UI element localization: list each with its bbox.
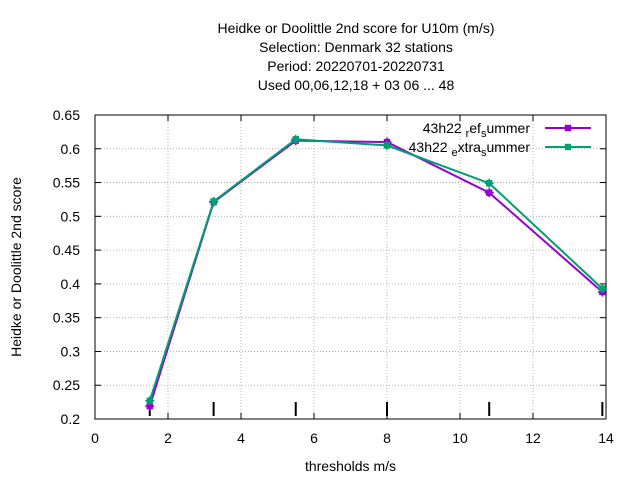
x-tick-label: 4 xyxy=(237,430,245,446)
legend-label-part: s xyxy=(481,147,487,159)
legend-label-part: ef xyxy=(469,120,481,136)
y-tick-label: 0.55 xyxy=(53,175,80,191)
series-line xyxy=(148,138,604,402)
x-tick-label: 10 xyxy=(452,430,468,446)
x-tick-label: 0 xyxy=(91,430,99,446)
legend-marker xyxy=(564,143,572,151)
y-tick-label: 0.6 xyxy=(61,141,81,157)
series-43h22_extra_summer xyxy=(145,134,607,406)
legend-label-part: ummer xyxy=(486,120,530,136)
x-tick-label: 6 xyxy=(310,430,318,446)
series-group xyxy=(145,134,607,411)
y-tick-label: 0.65 xyxy=(53,107,80,123)
chart-title: Heidke or Doolittle 2nd score for U10m (… xyxy=(218,20,495,93)
y-tick-label: 0.5 xyxy=(61,208,81,224)
axis-ticks: 0 2 4 6 8 10 12 14 0.2 0.25 0.3 0.35 0.4 0.45 0.5 0.55 0… xyxy=(53,107,614,446)
grid-lines xyxy=(95,115,606,419)
legend-label-part: xtra xyxy=(458,139,482,155)
y-tick-label: 0.4 xyxy=(61,276,81,292)
series-43h22_ref_summer xyxy=(145,136,607,411)
legend-label: 43h22 extrasummer xyxy=(409,139,531,159)
y-tick-label: 0.35 xyxy=(53,310,80,326)
x-tick-label: 14 xyxy=(598,430,614,446)
y-tick-label: 0.25 xyxy=(53,377,80,393)
title-line: Selection: Denmark 32 stations xyxy=(259,39,453,55)
y-tick-label: 0.2 xyxy=(61,411,81,427)
y-axis-label: Heidke or Doolittle 2nd score xyxy=(8,177,24,357)
title-line: Heidke or Doolittle 2nd score for U10m (… xyxy=(218,20,495,36)
legend-label: 43h22 refsummer xyxy=(423,120,531,140)
title-line: Used 00,06,12,18 + 03 06 ... 48 xyxy=(258,77,455,93)
legend-label-part: 43h22 xyxy=(423,120,466,136)
series-line xyxy=(148,139,604,407)
legend-label-part: r xyxy=(466,128,470,140)
legend-item: 43h22 extrasummer xyxy=(409,139,591,159)
threshold-markers xyxy=(148,402,604,416)
legend-label-part: 43h22 xyxy=(409,139,452,155)
legend-label-part: s xyxy=(481,128,487,140)
x-tick-label: 2 xyxy=(164,430,172,446)
legend-label-part: e xyxy=(451,147,457,159)
legend-label-part: ummer xyxy=(486,139,530,155)
title-line: Period: 20220701-20220731 xyxy=(267,58,445,74)
y-tick-label: 0.45 xyxy=(53,242,80,258)
legend-marker xyxy=(564,124,572,132)
legend-item: 43h22 refsummer xyxy=(423,120,591,140)
plot-frame xyxy=(94,114,607,420)
x-tick-label: 8 xyxy=(383,430,391,446)
x-axis-label: thresholds m/s xyxy=(305,458,396,474)
x-tick-label: 12 xyxy=(525,430,541,446)
y-tick-label: 0.3 xyxy=(61,343,81,359)
